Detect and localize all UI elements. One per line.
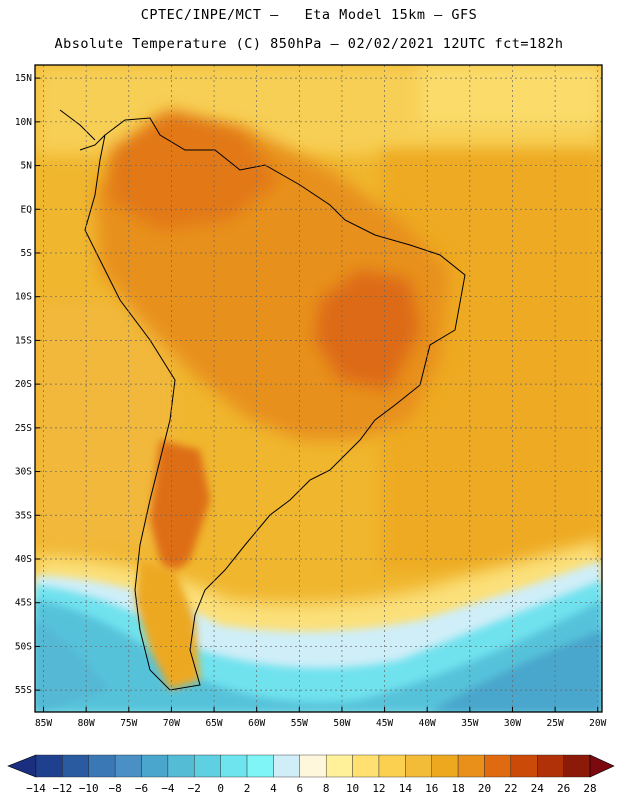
lat-tick-label: 35S: [15, 510, 32, 521]
lat-tick-label: 40S: [15, 554, 32, 565]
lon-tick-label: 30W: [504, 718, 521, 729]
latitude-labels: 15N 10N 5N EQ 5S 10S 15S 20S 25S 30S 35S 40S 45S 50S 5…: [15, 73, 40, 696]
colorbar-swatch: [35, 754, 63, 778]
colorbar-swatch: [141, 754, 169, 778]
colorbar-label: −2: [188, 782, 201, 795]
lat-tick-label: 5N: [21, 161, 33, 172]
lon-tick-label: 75W: [120, 718, 137, 729]
lat-tick-label: EQ: [21, 204, 33, 215]
map-title: CPTEC/INPE/MCT – Eta Model 15km – GFS: [140, 7, 478, 23]
colorbar-label: 22: [504, 782, 517, 795]
lat-tick-label: 45S: [15, 598, 32, 609]
colorbar-swatch: [352, 754, 380, 778]
lon-tick-label: 55W: [291, 718, 308, 729]
colorbar-label: 0: [217, 782, 224, 795]
colorbar-over-arrow: [589, 754, 615, 778]
lat-tick-label: 55S: [15, 685, 32, 696]
colorbar-label: 28: [583, 782, 596, 795]
colorbar-swatch: [484, 754, 512, 778]
map-subtitle: Absolute Temperature (C) 850hPa – 02/02/…: [54, 36, 564, 52]
colorbar-label: 8: [323, 782, 330, 795]
colorbar-label: −4: [161, 782, 175, 795]
colorbar-label: −10: [79, 782, 99, 795]
colorbar-label: 18: [451, 782, 464, 795]
map-frame: [34, 64, 603, 713]
lon-tick-label: 80W: [78, 718, 95, 729]
colorbar-swatch: [431, 754, 459, 778]
colorbar-label: 10: [346, 782, 359, 795]
lon-tick-label: 35W: [461, 718, 478, 729]
colorbar-label: 16: [425, 782, 438, 795]
lat-tick-label: 10N: [15, 117, 32, 128]
colorbar-label: 2: [244, 782, 251, 795]
lat-tick-label: 50S: [15, 641, 32, 652]
lat-tick-label: 20S: [15, 379, 32, 390]
colorbar-swatch: [273, 754, 301, 778]
lat-tick-label: 15S: [15, 335, 32, 346]
lon-tick-label: 65W: [205, 718, 222, 729]
longitude-labels: 85W 80W 75W 70W 65W 60W 55W 50W 45W 40W 35W 30W 25W 2…: [35, 707, 607, 729]
lat-tick-label: 5S: [21, 248, 33, 259]
colorbar-swatch: [88, 754, 116, 778]
lat-tick-label: 10S: [15, 292, 32, 303]
lat-tick-label: 15N: [15, 73, 32, 84]
colorbar-under-arrow: [7, 754, 37, 778]
colorbar-label: 14: [399, 782, 413, 795]
colorbar-label: 24: [531, 782, 545, 795]
colorbar-label: 12: [372, 782, 385, 795]
colorbar-swatch: [563, 754, 591, 778]
lon-tick-label: 40W: [419, 718, 436, 729]
colorbar-swatch: [457, 754, 485, 778]
colorbar-swatch: [194, 754, 221, 778]
colorbar-swatch: [220, 754, 248, 778]
colorbar-labels: −14 −12 −10 −8 −6 −4 −2 0 2 4 6 8 10 12 14 16 18 20 22 24 26…: [26, 782, 597, 795]
colorbar-label: −12: [52, 782, 72, 795]
colorbar-swatch: [378, 754, 406, 778]
lat-tick-label: 30S: [15, 467, 32, 478]
temperature-field: [35, 65, 602, 712]
colorbar-label: −6: [135, 782, 148, 795]
colorbar-swatch: [299, 754, 327, 778]
lon-tick-label: 25W: [547, 718, 564, 729]
colorbar-swatch: [62, 754, 89, 778]
colorbar-label: 6: [296, 782, 303, 795]
colorbar-label: −8: [109, 782, 122, 795]
colorbar-swatch: [510, 754, 538, 778]
colorbar-swatch: [325, 754, 353, 778]
colorbar-label: 26: [557, 782, 570, 795]
lon-tick-label: 70W: [163, 718, 180, 729]
colorbar-label: 20: [478, 782, 491, 795]
colorbar-swatch: [114, 754, 142, 778]
lon-tick-label: 45W: [376, 718, 393, 729]
lon-tick-label: 85W: [35, 718, 52, 729]
lon-tick-label: 60W: [248, 718, 265, 729]
colorbar-swatch: [537, 754, 564, 778]
colorbar-label: 4: [270, 782, 277, 795]
colorbar-swatch: [405, 754, 432, 778]
lon-tick-label: 20W: [589, 718, 606, 729]
colorbar-label: −14: [26, 782, 46, 795]
colorbar: [7, 754, 615, 778]
lat-tick-label: 25S: [15, 423, 32, 434]
lon-tick-label: 50W: [333, 718, 350, 729]
colorbar-swatch: [246, 754, 274, 778]
colorbar-swatch: [167, 754, 195, 778]
